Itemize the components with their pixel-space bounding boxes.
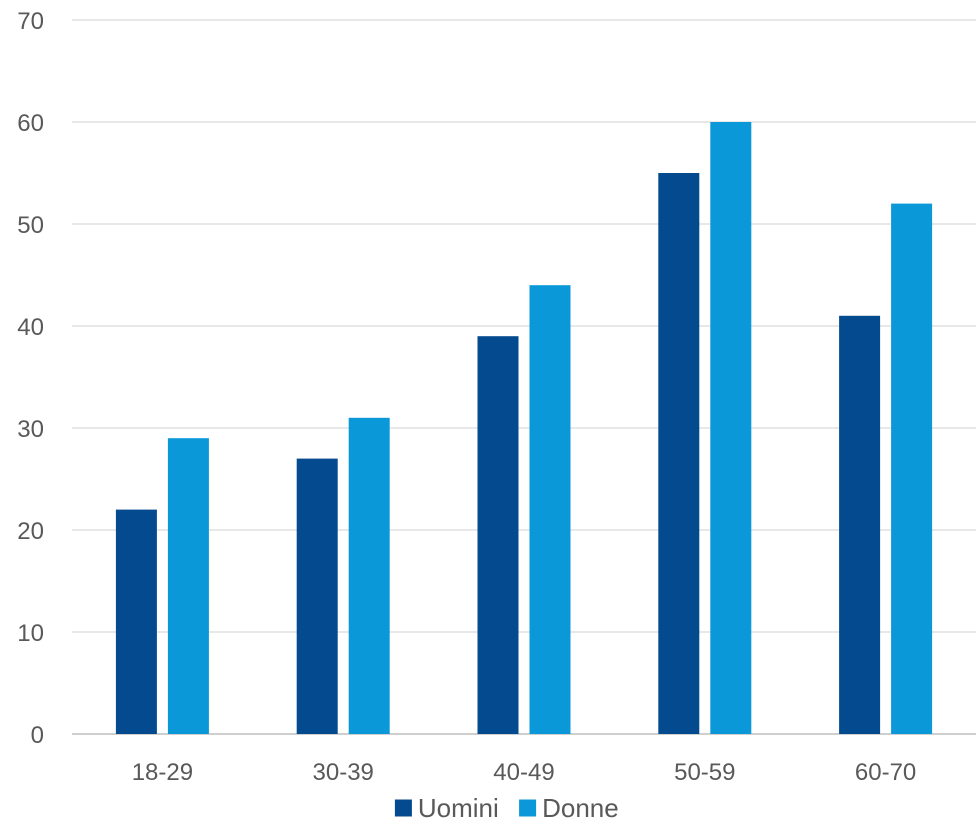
y-tick-label: 30 [17,416,44,443]
bar-donne-40-49 [529,285,571,734]
y-tick-label: 40 [17,314,44,341]
x-tick-label: 30-39 [313,759,374,786]
bar-uomini-60-70 [839,315,881,734]
bars [115,122,933,735]
x-axis-tick-labels: 18-29 30-39 40-49 50-59 60-70 [132,759,917,786]
y-axis-tick-labels: 0 10 20 30 40 50 60 70 [17,8,44,749]
legend-label-donne: Donne [542,793,619,823]
bar-donne-18-29 [167,438,209,734]
x-tick-label: 60-70 [855,759,916,786]
legend-swatch-donne [519,799,537,817]
y-tick-label: 10 [17,620,44,647]
legend-label-uomini: Uomini [418,793,499,823]
bar-donne-50-59 [710,122,752,734]
bar-donne-30-39 [348,417,390,734]
y-tick-label: 20 [17,518,44,545]
x-tick-label: 40-49 [493,759,554,786]
gridlines [72,19,976,735]
y-tick-label: 70 [17,8,44,35]
y-tick-label: 60 [17,110,44,137]
legend-swatch-uomini [394,799,412,817]
bar-uomini-50-59 [658,173,700,734]
legend: Uomini Donne [394,793,619,823]
x-tick-label: 50-59 [674,759,735,786]
bar-uomini-30-39 [296,458,338,734]
bar-uomini-40-49 [477,336,519,734]
y-tick-label: 50 [17,212,44,239]
y-tick-label: 0 [31,722,44,749]
bar-donne-60-70 [891,203,933,735]
x-tick-label: 18-29 [132,759,193,786]
bar-uomini-18-29 [115,509,157,734]
